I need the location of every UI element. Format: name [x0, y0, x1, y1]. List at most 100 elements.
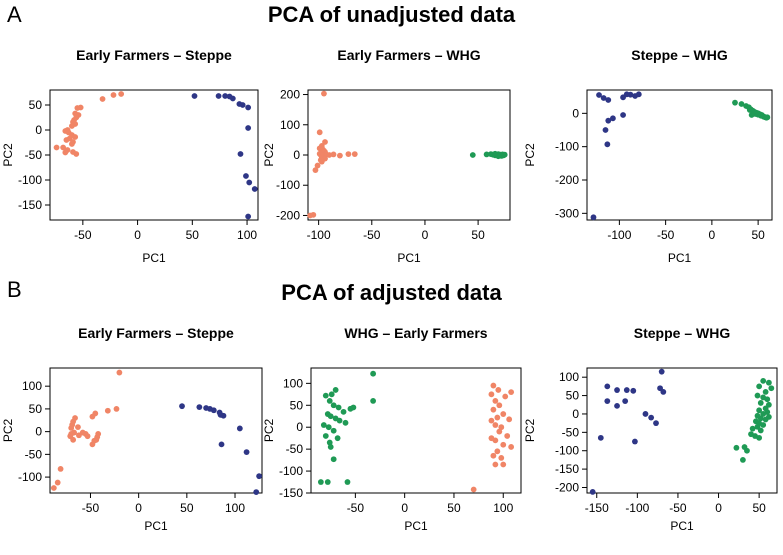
data-point: [316, 129, 323, 136]
data-point: [490, 382, 497, 389]
x-tick-label: 50: [447, 501, 461, 515]
data-point: [754, 392, 761, 399]
y-tick-label: -100: [18, 470, 42, 484]
data-point: [757, 427, 764, 434]
data-point: [765, 379, 772, 386]
data-point: [768, 385, 775, 392]
y-tick-label: 50: [29, 98, 43, 112]
data-point: [744, 447, 750, 454]
plot-title: Early Farmers – Steppe: [76, 47, 232, 63]
data-point: [733, 444, 740, 451]
data-point: [508, 389, 515, 396]
x-tick-label: -50: [363, 228, 381, 242]
data-point: [760, 422, 767, 428]
data-point: [327, 444, 334, 450]
data-point: [757, 400, 764, 406]
y-axis-label: PC2: [523, 143, 537, 167]
data-point: [492, 461, 499, 468]
data-point: [251, 186, 258, 192]
x-tick-label: 0: [134, 228, 141, 242]
panel-label-a: A: [7, 2, 22, 27]
data-point: [340, 408, 347, 415]
data-point: [314, 162, 321, 169]
y-tick-label: -100: [555, 140, 579, 154]
data-point: [632, 438, 638, 445]
data-point: [342, 419, 349, 426]
data-point: [118, 91, 125, 97]
data-point: [506, 416, 513, 423]
data-point: [245, 125, 252, 131]
data-point: [217, 411, 224, 418]
y-tick-label: -200: [555, 173, 579, 187]
data-point: [605, 117, 612, 124]
pca-plot-adjusted-whg-early-farmers: WHG – Early Farmers -50 0 50 100 -150 -100 -50 0…: [262, 325, 522, 533]
y-tick-label: -100: [18, 173, 42, 187]
data-point: [469, 152, 476, 158]
x-tick-label: 100: [237, 228, 257, 242]
y-tick-label: 50: [290, 398, 304, 412]
data-point: [328, 391, 335, 398]
data-point: [623, 387, 630, 393]
data-point: [54, 479, 61, 486]
y-tick-label: 100: [283, 376, 303, 390]
pca-plot-unadjusted-steppe-whg: Steppe – WHG -100 -50 0 50 -300 -200 -100 0 PC1 PC…: [523, 47, 773, 265]
data-point: [653, 420, 659, 427]
section-title-unadjusted: PCA of unadjusted data: [267, 2, 516, 27]
data-point: [630, 387, 637, 394]
y-tick-label: -300: [555, 206, 579, 220]
data-point: [490, 406, 497, 413]
data-point: [191, 93, 198, 99]
data-point: [243, 449, 250, 455]
data-point: [89, 441, 96, 448]
plot-frame: [586, 367, 778, 494]
data-point: [243, 173, 249, 179]
data-point: [614, 387, 620, 393]
data-point: [196, 404, 203, 410]
pca-plot-adjusted-steppe-whg: Steppe – WHG -150 -100 -50 0 50 -200 -150 -100 -5…: [523, 325, 778, 533]
x-axis-label: PC1: [142, 251, 166, 265]
data-point: [237, 151, 244, 157]
data-point: [72, 134, 79, 140]
data-point: [330, 151, 337, 158]
y-tick-label: 0: [572, 106, 579, 120]
data-point: [79, 429, 86, 436]
y-tick-label: -200: [555, 480, 579, 494]
data-point: [600, 95, 607, 101]
data-point: [604, 383, 611, 390]
x-tick-label: 0: [135, 501, 142, 515]
data-point: [236, 425, 243, 432]
data-point: [104, 407, 111, 414]
data-point: [246, 179, 253, 186]
data-point: [370, 397, 377, 404]
data-point: [762, 416, 769, 423]
x-tick-label: -100: [607, 228, 631, 242]
y-tick-label: -50: [25, 148, 43, 162]
data-point: [605, 97, 612, 103]
plot-title: Early Farmers – WHG: [337, 47, 480, 63]
data-point: [344, 479, 351, 485]
data-point: [110, 92, 117, 98]
y-tick-label: 0: [35, 425, 42, 439]
data-point: [604, 141, 611, 148]
y-axis-label: PC2: [1, 419, 15, 443]
plot-title: Steppe – WHG: [631, 47, 728, 63]
x-tick-label: 0: [709, 228, 716, 242]
data-point: [370, 370, 377, 377]
data-point: [325, 424, 332, 431]
data-point: [614, 402, 620, 409]
data-point: [68, 425, 75, 431]
data-point: [602, 127, 609, 133]
data-point: [749, 425, 756, 432]
pca-plot-adjusted-early-farmers-steppe: Early Farmers – Steppe -50 0 50 100 -100 -50 0 5…: [1, 325, 263, 533]
data-point: [764, 114, 771, 121]
data-point: [330, 427, 337, 434]
plot-title: Early Farmers – Steppe: [78, 325, 234, 341]
data-point: [326, 397, 333, 404]
data-point: [326, 439, 333, 446]
data-point: [60, 144, 67, 151]
data-point: [502, 393, 509, 400]
section-title-adjusted: PCA of adjusted data: [281, 280, 502, 305]
data-point: [490, 452, 497, 459]
pca-plot-unadjusted-early-farmers-whg: Early Farmers – WHG -100 -50 0 50 -200 -100 0 10…: [262, 47, 511, 265]
y-tick-label: 0: [293, 148, 300, 162]
